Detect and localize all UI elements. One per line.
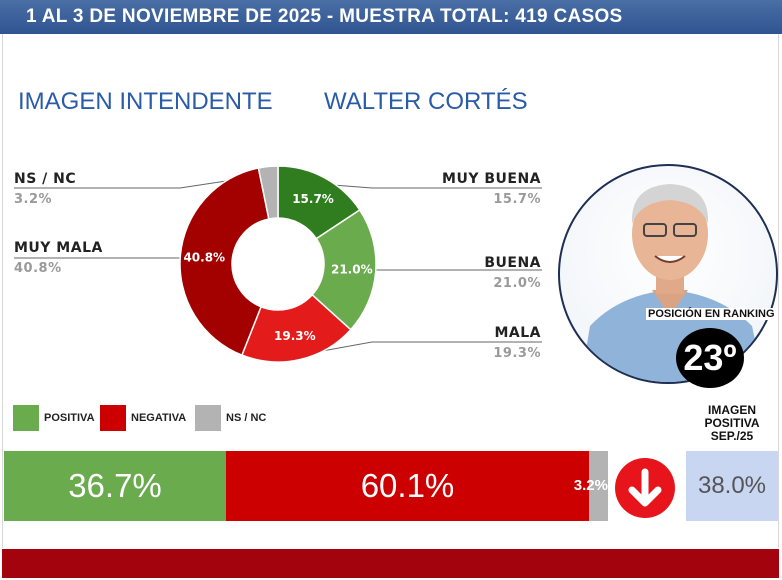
label-muy-mala-name: MUY MALA xyxy=(14,240,103,256)
ranking-badge: 23º xyxy=(676,328,744,388)
legend-swatch-positiva xyxy=(13,405,39,431)
bar-segment-negativa: 60.1% xyxy=(226,451,589,521)
bar-segment-ns-nc: 3.2% xyxy=(574,451,608,521)
donut-label-mala: 19.3% xyxy=(274,329,316,343)
donut-slice-muy-mala xyxy=(179,167,270,357)
label-muy-mala-value: 40.8% xyxy=(14,261,62,276)
previous-label-line-2: POSITIVA xyxy=(704,416,760,430)
person-illustration xyxy=(580,184,765,382)
donut-slice-buena xyxy=(311,208,377,331)
legend-text-negativa: NEGATIVA xyxy=(131,412,187,424)
bar-label-negativa: 60.1% xyxy=(360,467,455,504)
label-mala-name: MALA xyxy=(494,325,541,341)
previous-label-line-1: IMAGEN xyxy=(708,403,756,417)
footer-bar xyxy=(2,549,779,578)
donut-label-muy-buena: 15.7% xyxy=(292,192,334,206)
trend-arrow xyxy=(615,458,675,518)
arrow-down-icon xyxy=(628,468,662,507)
label-buena-name: BUENA xyxy=(484,255,541,271)
bar-segment-positiva: 36.7% xyxy=(4,451,226,521)
legend-swatch-negativa xyxy=(100,405,126,431)
previous-value: 38.0% xyxy=(686,451,778,521)
donut-slice-ns-nc xyxy=(257,165,279,220)
bar-label-ns-nc: 3.2% xyxy=(573,477,608,494)
previous-label-line-3: SEP./25 xyxy=(710,429,754,443)
label-mala-value: 19.3% xyxy=(493,346,541,361)
label-ns-nc-value: 3.2% xyxy=(14,192,53,207)
donut-chart: 15.7% 21.0% 19.3% 40.8% xyxy=(179,165,377,363)
chart-title-right: WALTER CORTÉS xyxy=(324,88,528,115)
label-muy-buena-value: 15.7% xyxy=(493,192,541,207)
ranking-label: POSICIÓN EN RANKING xyxy=(646,308,777,320)
legend-text-positiva: POSITIVA xyxy=(44,412,95,424)
donut-label-buena: 21.0% xyxy=(331,263,373,277)
portrait-photo xyxy=(558,164,778,384)
previous-label: IMAGEN POSITIVA SEP./25 xyxy=(686,404,778,443)
donut-slice-mala xyxy=(240,293,352,363)
label-buena-value: 21.0% xyxy=(493,276,541,291)
chart-title-left: IMAGEN INTENDENTE xyxy=(18,88,273,115)
label-ns-nc-name: NS / NC xyxy=(14,171,77,187)
legend-swatch-ns-nc xyxy=(195,405,221,431)
content-frame xyxy=(2,34,779,548)
legend-text-ns-nc: NS / NC xyxy=(226,412,267,424)
donut-label-muy-mala: 40.8% xyxy=(183,250,225,264)
bar-label-positiva: 36.7% xyxy=(68,467,162,504)
label-muy-buena-name: MUY BUENA xyxy=(442,171,541,187)
header-title: 1 AL 3 DE NOVIEMBRE DE 2025 - MUESTRA TO… xyxy=(0,0,782,34)
